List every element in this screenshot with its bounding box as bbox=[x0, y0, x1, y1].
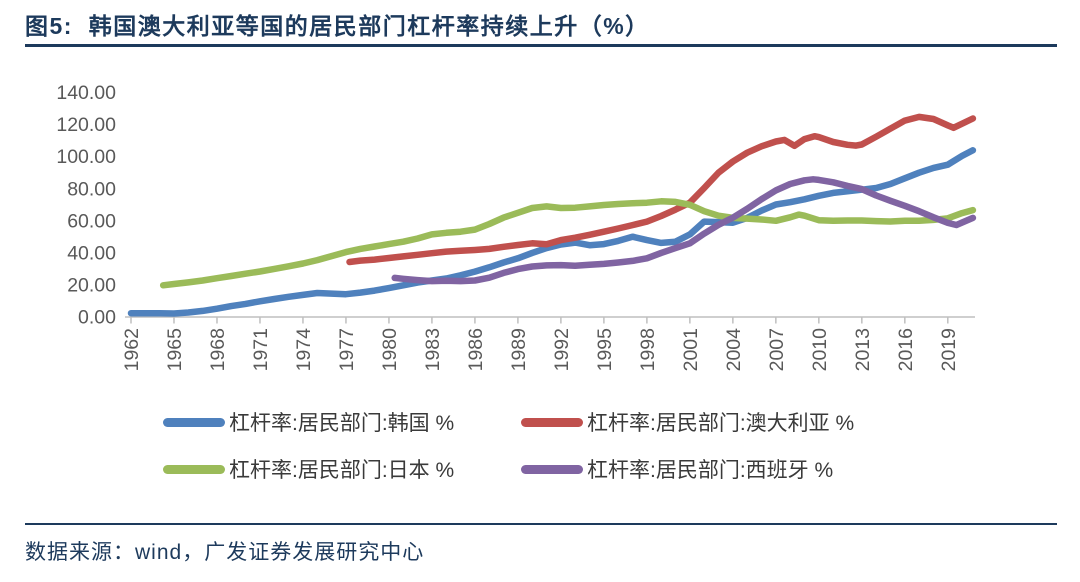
y-tick-label: 100.00 bbox=[56, 146, 116, 168]
x-tick-label: 1980 bbox=[379, 328, 401, 372]
legend-item-korea: 杠杆率:居民部门:韩国 % bbox=[163, 407, 521, 437]
y-tick-label: 140.00 bbox=[56, 82, 116, 104]
series-line-japan bbox=[159, 198, 977, 289]
x-tick-label: 2004 bbox=[723, 328, 745, 372]
legend-item-spain: 杠杆率:居民部门:西班牙 % bbox=[521, 454, 854, 484]
x-tick-label: 1989 bbox=[508, 328, 530, 371]
legend-item-australia: 杠杆率:居民部门:澳大利亚 % bbox=[521, 407, 854, 437]
x-tick-label: 1971 bbox=[250, 328, 272, 371]
x-tick-label: 1992 bbox=[551, 328, 573, 371]
y-tick-label: 80.00 bbox=[67, 178, 116, 200]
y-tick-label: 0.00 bbox=[78, 307, 116, 329]
x-tick-label: 2016 bbox=[895, 328, 917, 371]
x-tick-label: 1983 bbox=[422, 328, 444, 371]
x-tick-label: 1995 bbox=[594, 328, 616, 372]
legend-label-australia: 杠杆率:居民部门:澳大利亚 % bbox=[587, 412, 855, 435]
australia-line-swatch bbox=[521, 417, 583, 427]
figure-title: 图5: 韩国澳大利亚等国的居民部门杠杆率持续上升（%） bbox=[25, 13, 650, 39]
x-tick-label: 2010 bbox=[809, 328, 831, 372]
x-tick-label: 1965 bbox=[164, 328, 186, 372]
legend-item-japan: 杠杆率:居民部门:日本 % bbox=[163, 454, 521, 484]
series-line-spain bbox=[391, 176, 977, 285]
x-tick-label: 2019 bbox=[938, 328, 960, 371]
x-tick-label: 1968 bbox=[207, 328, 229, 371]
japan-line-swatch bbox=[163, 464, 225, 474]
data-source-text: 数据来源：wind，广发证券发展研究中心 bbox=[25, 541, 425, 564]
legend: 杠杆率:居民部门:韩国 % 杠杆率:居民部门:澳大利亚 % 杠杆率:居民部门:日… bbox=[163, 407, 854, 484]
legend-label-japan: 杠杆率:居民部门:日本 % bbox=[229, 459, 455, 482]
x-tick-label: 1977 bbox=[336, 328, 358, 371]
x-tick-label: 1962 bbox=[121, 328, 143, 371]
spain-line-swatch bbox=[521, 464, 583, 474]
x-tick-label: 2013 bbox=[852, 328, 874, 371]
x-tick-label: 2001 bbox=[680, 328, 702, 371]
y-tick-label: 20.00 bbox=[67, 274, 116, 296]
x-tick-label: 1974 bbox=[293, 328, 315, 372]
series-line-korea bbox=[127, 147, 977, 317]
x-tick-label: 1998 bbox=[637, 328, 659, 371]
x-tick-label: 2007 bbox=[766, 328, 788, 371]
y-tick-label: 60.00 bbox=[67, 210, 116, 232]
title-rule bbox=[25, 44, 1057, 47]
y-tick-label: 40.00 bbox=[67, 242, 116, 264]
footer-rule bbox=[25, 523, 1057, 525]
legend-label-korea: 杠杆率:居民部门:韩国 % bbox=[229, 412, 455, 435]
korea-line-swatch bbox=[163, 417, 225, 427]
legend-label-spain: 杠杆率:居民部门:西班牙 % bbox=[587, 459, 834, 482]
x-tick-label: 1986 bbox=[465, 328, 487, 371]
y-tick-label: 120.00 bbox=[56, 114, 116, 136]
